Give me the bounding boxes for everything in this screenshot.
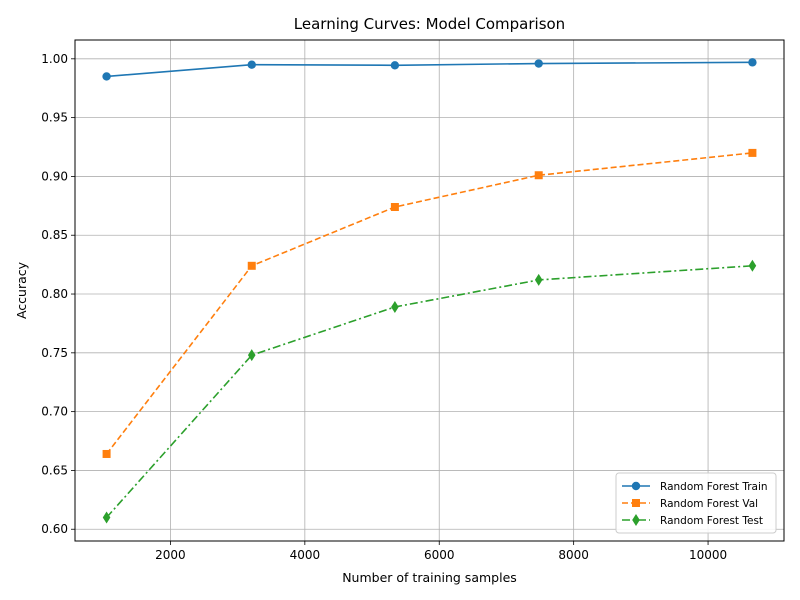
y-tick-label: 0.70 <box>41 405 68 419</box>
data-point <box>247 349 256 362</box>
legend-item: Random Forest Val <box>622 498 758 510</box>
data-point <box>390 61 400 70</box>
legend-marker <box>631 481 641 491</box>
legend-label: Random Forest Val <box>660 498 758 510</box>
data-point <box>390 203 399 211</box>
data-point <box>748 259 757 272</box>
legend-item: Random Forest Test <box>622 514 763 527</box>
plot-frame <box>74 39 785 542</box>
x-tick-label: 8000 <box>558 548 589 562</box>
y-tick-label: 0.95 <box>41 111 68 125</box>
data-point <box>534 171 543 180</box>
y-tick-label: 0.75 <box>41 346 68 360</box>
legend-box <box>615 472 777 534</box>
y-tick-label: 0.85 <box>41 228 68 242</box>
legend: Random Forest Train Random Forest Val Rand… <box>615 472 777 534</box>
grid-lines <box>75 40 784 541</box>
x-axis-title: Number of training samples <box>342 570 517 585</box>
y-tick-label: 0.80 <box>41 287 68 301</box>
legend-item: Random Forest Train <box>622 481 768 493</box>
series-layer <box>102 58 757 524</box>
x-tick-label: 2000 <box>155 548 186 562</box>
data-point <box>748 58 757 67</box>
legend-label: Random Forest Train <box>660 481 768 493</box>
data-point <box>102 449 111 458</box>
data-point <box>247 60 256 69</box>
chart-title: Learning Curves: Model Comparison <box>294 15 565 33</box>
series-2 <box>102 148 757 458</box>
y-tick-label: 0.65 <box>41 463 68 477</box>
series-3 <box>102 259 757 524</box>
data-point <box>102 511 111 524</box>
data-point <box>534 273 543 286</box>
x-tick-label: 4000 <box>290 548 321 562</box>
data-point <box>247 261 256 270</box>
ticks: 2000 4000 6000 8000 10000 0.60 0.65 0.70 0.75 0.8… <box>41 52 727 562</box>
data-point <box>534 59 543 68</box>
legend-marker <box>632 499 640 507</box>
data-point <box>102 72 111 81</box>
y-tick-label: 0.60 <box>41 522 68 536</box>
x-tick-label: 6000 <box>424 548 455 562</box>
x-tick-label: 10000 <box>689 548 727 562</box>
series-1 <box>102 58 757 81</box>
legend-marker <box>632 514 640 526</box>
legend-label: Random Forest Test <box>660 515 763 527</box>
y-tick-label: 1.00 <box>41 52 68 66</box>
data-point <box>391 300 399 313</box>
y-axis-title: Accuracy <box>14 261 29 319</box>
data-point <box>748 148 757 157</box>
y-tick-label: 0.90 <box>41 169 68 183</box>
